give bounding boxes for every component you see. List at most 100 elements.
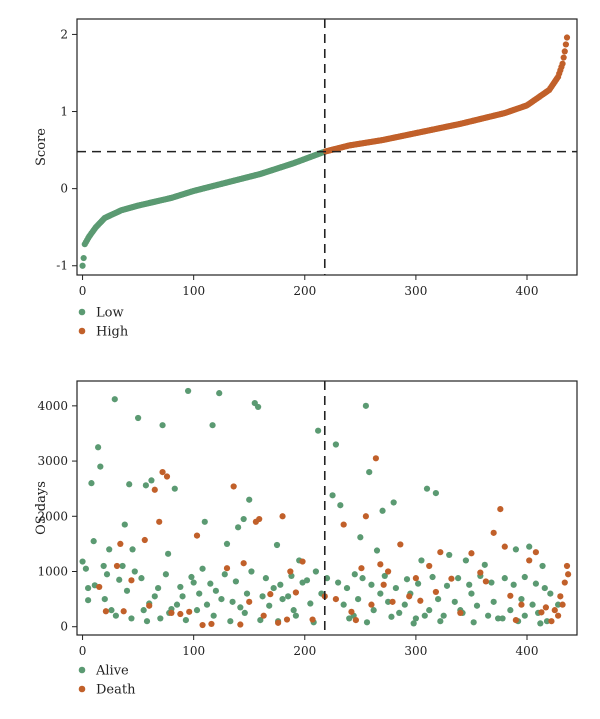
point-alive — [539, 562, 546, 570]
y-tick-label: 2 — [60, 27, 68, 41]
point-alive — [473, 602, 481, 609]
point-alive — [512, 546, 519, 553]
x-tick-label: 100 — [182, 284, 205, 298]
legend-marker-alive — [78, 666, 86, 674]
legend-marker-low — [78, 308, 86, 316]
point-alive — [223, 540, 231, 547]
point-alive — [541, 584, 548, 592]
point-high — [560, 54, 567, 61]
point-death — [557, 593, 564, 600]
point-high — [559, 60, 566, 67]
y-tick-label: 1 — [60, 105, 68, 119]
point-alive — [462, 557, 469, 564]
point-alive — [179, 593, 186, 600]
point-death — [497, 506, 504, 513]
point-alive — [351, 571, 358, 578]
point-death — [368, 601, 375, 608]
point-alive — [379, 507, 386, 514]
point-death — [372, 455, 379, 462]
point-death — [260, 612, 267, 619]
point-death — [193, 532, 201, 539]
point-alive — [385, 598, 392, 605]
point-alive — [116, 576, 123, 583]
point-alive — [196, 590, 203, 597]
point-death — [287, 568, 294, 575]
y-axis-title: OS days — [34, 481, 49, 535]
point-alive — [446, 551, 453, 559]
point-death — [362, 513, 369, 520]
point-alive — [451, 598, 458, 605]
point-alive — [521, 612, 528, 619]
point-death — [117, 540, 124, 547]
point-alive — [243, 590, 251, 597]
point-death — [299, 558, 306, 565]
point-alive — [432, 489, 439, 497]
point-alive — [142, 482, 149, 489]
point-alive — [85, 584, 92, 592]
point-alive — [488, 579, 495, 586]
point-alive — [185, 387, 192, 395]
point-death — [128, 577, 135, 584]
point-death — [448, 575, 455, 582]
point-alive — [377, 590, 384, 597]
data-points — [79, 387, 572, 629]
point-death — [332, 596, 339, 603]
point-alive — [203, 601, 211, 608]
point-low — [79, 262, 86, 269]
chart-panel-1: 0 100 200 300 400 -1 0 1 2 Score Low High — [34, 18, 578, 340]
point-death — [512, 616, 519, 624]
point-death — [406, 593, 413, 600]
point-alive — [401, 601, 408, 608]
point-death — [385, 568, 392, 575]
point-death — [240, 560, 247, 567]
point-alive — [248, 568, 255, 575]
point-alive — [100, 562, 107, 570]
point-alive — [368, 581, 375, 588]
point-alive — [499, 615, 506, 622]
point-alive — [366, 469, 373, 476]
point-death — [437, 549, 444, 556]
point-alive — [312, 568, 319, 575]
point-alive — [140, 607, 147, 614]
y-axis-title: Score — [34, 128, 49, 166]
y-tick-label: 0 — [60, 620, 68, 634]
point-alive — [418, 557, 425, 564]
point-alive — [526, 543, 533, 550]
point-alive — [392, 584, 399, 592]
point-alive — [363, 619, 371, 626]
point-death — [482, 578, 489, 585]
point-alive — [507, 607, 514, 614]
point-alive — [190, 579, 197, 586]
point-alive — [177, 583, 184, 591]
point-alive — [279, 596, 286, 603]
point-death — [159, 469, 166, 476]
point-death — [256, 515, 263, 523]
legend-label-high: High — [96, 325, 129, 340]
point-death — [223, 565, 231, 572]
point-alive — [521, 573, 528, 581]
point-alive — [229, 598, 236, 605]
point-alive — [543, 618, 551, 625]
point-alive — [290, 607, 297, 614]
point-death — [279, 513, 286, 520]
point-death — [348, 608, 355, 615]
y-tick-label: 2000 — [37, 509, 68, 523]
x-tick-label: 200 — [293, 644, 316, 658]
point-alive — [332, 441, 339, 448]
point-death — [468, 550, 475, 557]
point-alive — [103, 571, 111, 578]
point-death — [432, 588, 439, 596]
point-alive — [165, 550, 172, 557]
point-death — [561, 579, 568, 586]
point-high — [563, 34, 571, 41]
point-alive — [182, 616, 189, 624]
x-tick-label: 0 — [79, 284, 87, 298]
point-alive — [188, 573, 195, 581]
x-tick-label: 300 — [404, 644, 427, 658]
x-tick-label: 400 — [516, 284, 539, 298]
point-low — [80, 254, 87, 262]
point-alive — [518, 596, 525, 603]
point-alive — [410, 620, 417, 627]
point-death — [518, 601, 525, 608]
